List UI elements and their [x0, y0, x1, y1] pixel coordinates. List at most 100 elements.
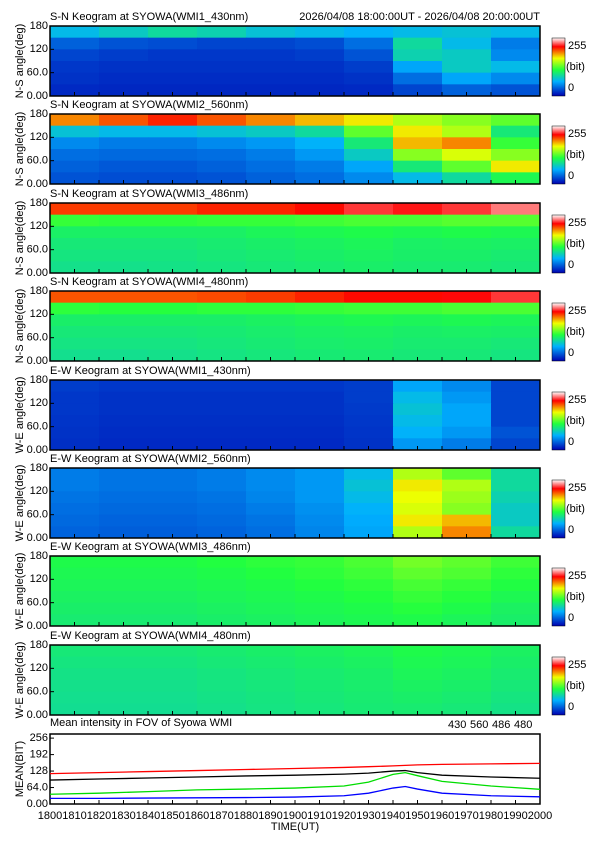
heat-cell: [148, 567, 198, 580]
x-tick-label: 1850: [160, 810, 184, 822]
heat-cell: [393, 438, 443, 451]
heat-cell: [197, 37, 247, 50]
heat-cell: [148, 84, 198, 97]
heat-cell: [491, 567, 541, 580]
series-line: [49, 771, 541, 795]
heat-cell: [197, 349, 247, 362]
heat-cell: [50, 337, 100, 350]
heat-cell: [393, 602, 443, 615]
heat-cell: [50, 426, 100, 439]
heat-cell: [491, 26, 541, 39]
heat-cell: [148, 479, 198, 492]
heat-cell: [148, 438, 198, 451]
heat-cell: [393, 314, 443, 327]
heat-cell: [148, 337, 198, 350]
heat-cell: [197, 491, 247, 504]
heat-cell: [442, 214, 492, 227]
heat-cell: [50, 614, 100, 627]
heat-cell: [50, 491, 100, 504]
heat-cell: [50, 391, 100, 404]
heat-cell: [393, 337, 443, 350]
heat-cell: [148, 37, 198, 50]
heat-cell: [50, 314, 100, 327]
heat-cell: [148, 645, 198, 658]
heat-cell: [491, 526, 541, 539]
heat-cell: [50, 526, 100, 539]
y-tick-label: 0.00: [27, 355, 48, 367]
heat-cell: [344, 172, 394, 185]
heat-cell: [148, 125, 198, 138]
heat-cell: [50, 691, 100, 704]
heat-cell: [50, 479, 100, 492]
x-tick-label: 1970: [454, 810, 478, 822]
y-tick-label: 0.00: [27, 178, 48, 190]
heat-cell: [393, 49, 443, 62]
heat-cell: [197, 567, 247, 580]
y-tick-label: 0.00: [27, 620, 48, 632]
colorbar-tick-label: 0: [568, 347, 574, 359]
heat-cell: [295, 479, 345, 492]
heat-cell: [246, 37, 296, 50]
heat-cell: [393, 249, 443, 262]
y-tick-label: 0.00: [27, 532, 48, 544]
heat-cell: [197, 656, 247, 669]
heat-cell: [442, 579, 492, 592]
y-tick-label: 120: [30, 220, 48, 232]
heat-cell: [246, 72, 296, 85]
heat-cell: [99, 391, 149, 404]
heat-cell: [50, 160, 100, 173]
heat-cell: [344, 668, 394, 681]
heat-cell: [246, 214, 296, 227]
heat-cell: [344, 614, 394, 627]
heat-cell: [295, 526, 345, 539]
heat-cell: [50, 656, 100, 669]
series-line: [49, 762, 541, 775]
heat-cell: [295, 415, 345, 428]
heat-cell: [99, 468, 149, 481]
heat-cell: [295, 468, 345, 481]
heat-cell: [442, 668, 492, 681]
heat-cell: [295, 37, 345, 50]
heat-cell: [442, 261, 492, 274]
x-tick-label: 1980: [479, 810, 503, 822]
heat-cell: [197, 668, 247, 681]
heat-cell: [197, 479, 247, 492]
heat-cell: [491, 137, 541, 150]
heat-cell: [491, 614, 541, 627]
heat-cell: [295, 214, 345, 227]
heat-cell: [393, 72, 443, 85]
heat-cell: [99, 514, 149, 527]
heat-cell: [344, 526, 394, 539]
heat-cell: [442, 337, 492, 350]
heat-cell: [50, 645, 100, 658]
heat-cell: [393, 468, 443, 481]
heat-cell: [442, 426, 492, 439]
heat-cell: [491, 314, 541, 327]
y-tick-label: 60.0: [27, 67, 48, 79]
heat-cell: [99, 526, 149, 539]
heat-cell: [197, 137, 247, 150]
heat-cell: [491, 249, 541, 262]
x-tick-label: 2000: [528, 810, 552, 822]
x-tick-label: 1900: [283, 810, 307, 822]
heat-cell: [393, 125, 443, 138]
heat-cell: [295, 226, 345, 239]
heat-cell: [246, 403, 296, 416]
heat-cell: [393, 214, 443, 227]
legend-label: 480: [514, 719, 532, 731]
heat-cell: [197, 556, 247, 569]
heat-cell: [99, 567, 149, 580]
heat-cell: [491, 514, 541, 527]
colorbar: [551, 125, 566, 185]
heat-cell: [393, 149, 443, 162]
heat-cell: [50, 468, 100, 481]
heat-cell: [197, 61, 247, 74]
heat-cell: [99, 37, 149, 50]
y-tick-label: 60.0: [27, 332, 48, 344]
heat-cell: [442, 314, 492, 327]
heat-cell: [344, 84, 394, 97]
heat-cell: [295, 556, 345, 569]
heat-cell: [148, 468, 198, 481]
heat-cell: [50, 349, 100, 362]
heat-cell: [442, 49, 492, 62]
